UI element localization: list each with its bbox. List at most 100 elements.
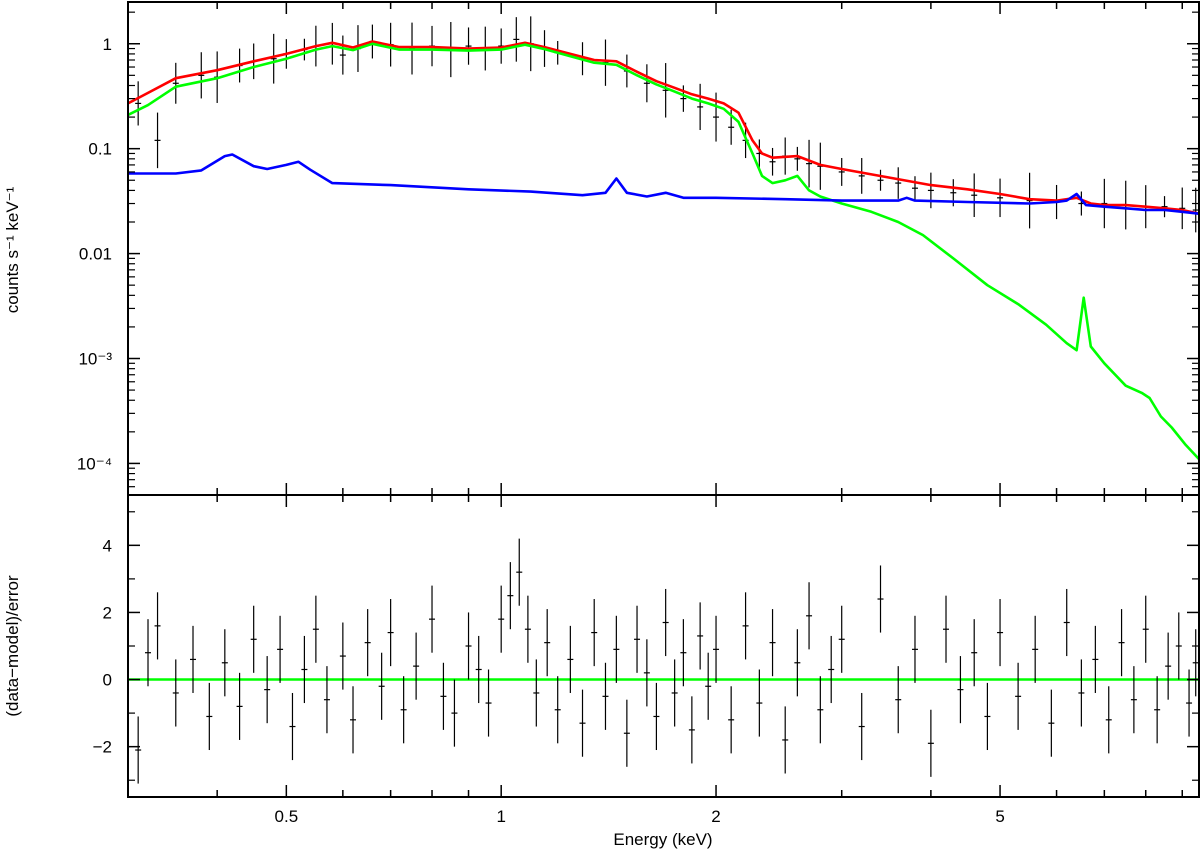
residuals-data-point: [927, 709, 934, 777]
residuals-data-point: [312, 595, 319, 663]
spectrum-data-point: [997, 178, 1004, 218]
spectrum-data-point: [270, 33, 277, 84]
residuals-data-point: [277, 615, 284, 683]
residuals-data-point: [613, 615, 620, 683]
spectrum-data-point: [198, 52, 205, 99]
residuals-y-tick-label: −2: [93, 738, 112, 757]
residuals-data-point: [135, 716, 142, 784]
residuals-panel: 0.5 1 2 5 −2 0 2 4 (data−model)/error Energy (k…: [3, 494, 1200, 849]
residuals-data-point: [485, 669, 492, 737]
residuals-data-point: [697, 602, 704, 670]
spectrum-data-point: [895, 167, 902, 199]
residuals-data-point: [206, 682, 213, 751]
residuals-y-tick-label: 4: [103, 536, 112, 555]
residuals-data-point: [806, 582, 813, 650]
residuals-data-point: [524, 595, 531, 663]
spectrum-frame: [127, 1, 1200, 496]
residuals-data-point: [680, 619, 687, 687]
spectrum-data-point: [339, 35, 346, 75]
residuals-data-point: [634, 605, 641, 673]
spectrum-data-point: [877, 169, 884, 191]
residuals-data-point: [877, 565, 884, 633]
spectrum-data-point: [513, 17, 520, 62]
residuals-marks: [128, 538, 1199, 784]
residuals-data-point: [1015, 662, 1022, 730]
spectrum-panel: 1 0.1 0.01 10⁻³ 10⁻⁴ counts s⁻¹ keV⁻¹: [3, 1, 1200, 496]
residuals-data-point: [728, 686, 735, 754]
residuals-data-point: [971, 619, 978, 687]
residuals-y-tick-label: 0: [103, 671, 112, 690]
spectrum-marks: [127, 16, 1200, 460]
spectrum-data-point: [1101, 178, 1108, 229]
spectrum-model-component-1-line: [127, 42, 1200, 460]
spectrum-data-point: [1179, 187, 1186, 230]
residuals-data-point: [440, 662, 447, 730]
spectrum-data-point: [465, 27, 472, 65]
x-tick-label: 5: [995, 807, 1004, 826]
spectrum-data-point: [971, 173, 978, 218]
spectrum-axes: 1 0.1 0.01 10⁻³ 10⁻⁴: [77, 2, 1199, 496]
residuals-data-point: [782, 706, 789, 774]
residuals-data-point: [997, 599, 1004, 667]
residuals-data-point: [1032, 615, 1039, 683]
spectrum-data-point: [911, 176, 918, 201]
residuals-data-point: [858, 692, 865, 761]
spectrum-y-axis-title: counts s⁻¹ keV⁻¹: [3, 186, 22, 313]
residuals-data-point: [451, 679, 458, 747]
residuals-data-point: [507, 562, 514, 630]
residuals-data-point: [769, 609, 776, 677]
residuals-data-point: [602, 662, 609, 730]
residuals-data-point: [688, 696, 695, 764]
residuals-data-point: [378, 652, 385, 720]
spectrum-data-point: [838, 157, 845, 186]
x-tick-label: 0.5: [275, 807, 299, 826]
spectrum-data-point: [697, 83, 704, 131]
residuals-data-point: [567, 625, 574, 693]
residuals-data-point: [742, 592, 749, 660]
spectrum-y-tick-label: 10⁻⁴: [77, 454, 112, 473]
residuals-data-point: [145, 619, 152, 687]
residuals-data-point: [1186, 669, 1193, 737]
residuals-frame: [127, 494, 1200, 798]
residuals-data-point: [516, 538, 523, 606]
residuals-data-point: [364, 609, 371, 677]
residuals-data-point: [236, 672, 243, 740]
spectrum-y-tick-label: 0.01: [79, 245, 112, 264]
residuals-data-point: [957, 656, 964, 724]
residuals-data-point: [591, 599, 598, 667]
residuals-y-axis-title: (data−model)/error: [3, 575, 22, 717]
residuals-data-point: [911, 615, 918, 683]
spectrum-data-point: [927, 172, 934, 209]
residuals-data-point: [643, 639, 650, 707]
residuals-data-point: [350, 686, 357, 754]
spectrum-data-point: [135, 81, 142, 126]
residuals-data-point: [671, 659, 678, 727]
residuals-data-point: [1118, 609, 1125, 677]
residuals-data-point: [301, 635, 308, 704]
spectrum-y-tick-label: 0.1: [88, 140, 112, 159]
residuals-data-point: [623, 699, 630, 767]
residuals-data-point: [1165, 632, 1172, 700]
residuals-data-point: [154, 592, 161, 660]
residuals-data-point: [221, 629, 228, 697]
spectrum-data-point: [1192, 187, 1199, 233]
x-axis-title: Energy (keV): [613, 830, 712, 849]
residuals-data-point: [984, 682, 991, 751]
spectrum-y-tick-label: 10⁻³: [78, 350, 112, 369]
residuals-data-point: [895, 666, 902, 734]
residuals-data-point: [339, 622, 346, 690]
residuals-data-point: [250, 605, 257, 673]
spectrum-data-point: [769, 147, 776, 176]
residuals-data-point: [1142, 595, 1149, 663]
residuals-axes: 0.5 1 2 5 −2 0 2 4: [93, 495, 1199, 826]
residuals-data-point: [465, 612, 472, 680]
residuals-data-point: [400, 676, 407, 744]
spectrum-data-point: [1161, 196, 1168, 218]
residuals-data-point: [838, 605, 845, 673]
residuals-data-point: [1154, 676, 1161, 744]
spectrum-data-point: [806, 139, 813, 188]
residuals-data-point: [264, 656, 271, 724]
residuals-data-point: [1175, 612, 1182, 680]
spectrum-model-total-line: [127, 40, 1200, 215]
